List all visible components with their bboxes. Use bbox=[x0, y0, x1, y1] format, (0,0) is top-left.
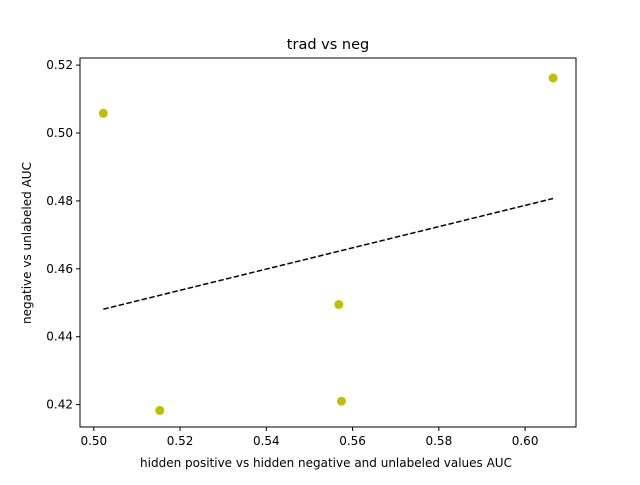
x-tick-label: 0.56 bbox=[339, 434, 366, 448]
x-tick-label: 0.60 bbox=[512, 434, 539, 448]
x-tick-label: 0.58 bbox=[425, 434, 452, 448]
data-point bbox=[334, 300, 344, 309]
y-tick-label: 0.44 bbox=[46, 330, 73, 344]
chart-title: trad vs neg bbox=[287, 37, 369, 53]
data-point bbox=[155, 405, 165, 415]
y-tick-label: 0.42 bbox=[46, 398, 73, 412]
trend-line bbox=[103, 197, 554, 310]
y-tick-label: 0.48 bbox=[46, 194, 73, 208]
data-point bbox=[548, 73, 558, 83]
y-tick-label: 0.50 bbox=[46, 126, 73, 140]
data-point bbox=[98, 108, 108, 118]
x-axis-label: hidden positive vs hidden negative and u… bbox=[140, 456, 512, 470]
x-tick-label: 0.54 bbox=[253, 434, 280, 448]
y-tick-label: 0.52 bbox=[46, 58, 73, 72]
data-point bbox=[336, 396, 346, 406]
x-tick-label: 0.50 bbox=[80, 434, 107, 448]
y-axis-label: negative vs unlabeled AUC bbox=[20, 162, 34, 324]
plot-frame bbox=[79, 57, 577, 428]
y-tick-label: 0.46 bbox=[46, 262, 73, 276]
x-tick-label: 0.52 bbox=[167, 434, 194, 448]
